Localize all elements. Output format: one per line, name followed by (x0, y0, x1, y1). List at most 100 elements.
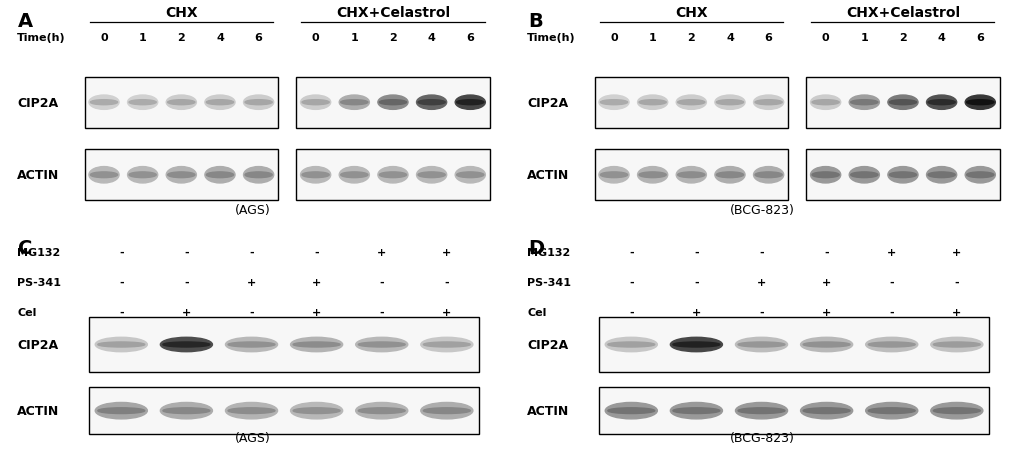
Text: -: - (889, 307, 894, 318)
Text: PS-341: PS-341 (17, 277, 61, 288)
Ellipse shape (715, 173, 743, 178)
Ellipse shape (418, 100, 444, 106)
Ellipse shape (292, 342, 339, 347)
Ellipse shape (457, 100, 483, 106)
Ellipse shape (754, 100, 782, 106)
Ellipse shape (927, 173, 954, 178)
Text: -: - (379, 307, 384, 318)
Text: ACTIN: ACTIN (17, 404, 59, 417)
FancyBboxPatch shape (85, 77, 277, 129)
Ellipse shape (98, 408, 145, 413)
Text: +: + (952, 247, 961, 257)
Text: ACTIN: ACTIN (17, 169, 59, 182)
Text: +: + (952, 307, 961, 318)
Ellipse shape (669, 402, 721, 419)
Text: +: + (821, 277, 830, 288)
Text: -: - (249, 247, 254, 257)
Ellipse shape (639, 173, 665, 178)
Ellipse shape (302, 173, 329, 178)
Text: -: - (119, 247, 123, 257)
Ellipse shape (964, 96, 995, 110)
Ellipse shape (166, 167, 197, 183)
Ellipse shape (735, 338, 787, 352)
Text: 2: 2 (898, 32, 906, 43)
FancyBboxPatch shape (594, 77, 788, 129)
Ellipse shape (91, 173, 117, 178)
Ellipse shape (127, 167, 158, 183)
Ellipse shape (800, 402, 852, 419)
Ellipse shape (160, 402, 212, 419)
FancyBboxPatch shape (806, 150, 999, 201)
Ellipse shape (753, 96, 783, 110)
FancyBboxPatch shape (85, 150, 277, 201)
Text: 1: 1 (648, 32, 656, 43)
FancyBboxPatch shape (598, 317, 988, 372)
Ellipse shape (850, 100, 877, 106)
Ellipse shape (639, 100, 665, 106)
Text: (BCG-823): (BCG-823) (730, 204, 794, 217)
Ellipse shape (167, 173, 195, 178)
FancyBboxPatch shape (806, 77, 999, 129)
Ellipse shape (607, 408, 654, 413)
Ellipse shape (98, 342, 145, 347)
Text: 4: 4 (427, 32, 435, 43)
Ellipse shape (714, 96, 744, 110)
Text: -: - (889, 277, 894, 288)
Ellipse shape (423, 342, 470, 347)
Ellipse shape (301, 167, 330, 183)
Text: PS-341: PS-341 (527, 277, 571, 288)
Text: -: - (183, 277, 189, 288)
Ellipse shape (163, 408, 210, 413)
Ellipse shape (166, 96, 197, 110)
Text: 0: 0 (100, 32, 108, 43)
Text: +: + (312, 277, 321, 288)
Ellipse shape (887, 167, 917, 183)
Ellipse shape (925, 167, 956, 183)
Ellipse shape (753, 167, 783, 183)
Ellipse shape (163, 342, 210, 347)
Ellipse shape (930, 402, 982, 419)
Ellipse shape (301, 96, 330, 110)
Ellipse shape (676, 96, 706, 110)
Ellipse shape (715, 100, 743, 106)
Text: +: + (442, 307, 451, 318)
Text: -: - (693, 247, 698, 257)
Ellipse shape (421, 338, 473, 352)
Ellipse shape (887, 96, 917, 110)
Ellipse shape (677, 100, 704, 106)
Text: (BCG-823): (BCG-823) (730, 431, 794, 444)
Ellipse shape (160, 338, 212, 352)
Ellipse shape (600, 100, 627, 106)
Ellipse shape (358, 408, 405, 413)
Text: -: - (314, 247, 319, 257)
Text: +: + (756, 277, 765, 288)
Text: -: - (119, 307, 123, 318)
FancyBboxPatch shape (297, 150, 489, 201)
Ellipse shape (206, 100, 233, 106)
Ellipse shape (89, 96, 119, 110)
Ellipse shape (966, 173, 993, 178)
Ellipse shape (925, 96, 956, 110)
Ellipse shape (932, 408, 979, 413)
Text: Cel: Cel (17, 307, 37, 318)
Ellipse shape (244, 167, 273, 183)
Text: +: + (442, 247, 451, 257)
Text: ACTIN: ACTIN (527, 404, 569, 417)
Ellipse shape (339, 96, 369, 110)
Ellipse shape (927, 100, 954, 106)
Ellipse shape (340, 173, 368, 178)
Ellipse shape (129, 100, 156, 106)
Text: CIP2A: CIP2A (17, 96, 58, 109)
Ellipse shape (810, 96, 840, 110)
Ellipse shape (669, 338, 721, 352)
Ellipse shape (600, 173, 627, 178)
Text: 6: 6 (764, 32, 771, 43)
Ellipse shape (421, 402, 473, 419)
Ellipse shape (811, 173, 839, 178)
Ellipse shape (867, 408, 914, 413)
Text: CHX+Celastrol: CHX+Celastrol (845, 6, 959, 20)
Ellipse shape (607, 342, 654, 347)
Ellipse shape (889, 173, 916, 178)
Text: B: B (528, 12, 542, 31)
Ellipse shape (377, 167, 408, 183)
